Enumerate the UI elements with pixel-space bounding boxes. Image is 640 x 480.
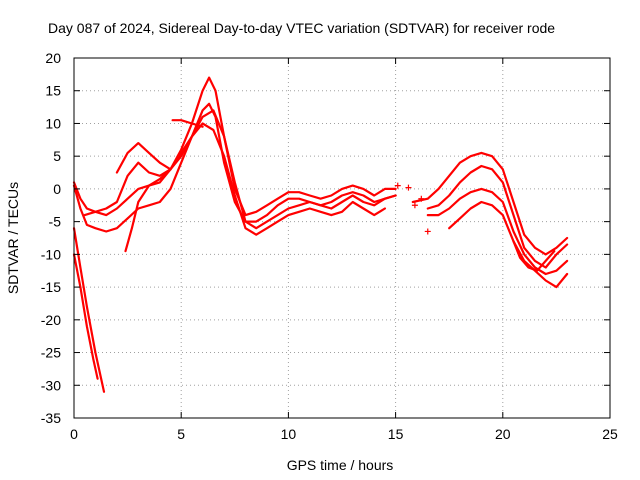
series-track-1 — [72, 227, 106, 393]
y-tick-label: -35 — [41, 410, 61, 426]
y-tick-label: -20 — [41, 312, 61, 328]
y-axis-label: SDTVAR / TECUs — [5, 182, 21, 294]
series-layer — [72, 76, 569, 393]
x-tick-label: 10 — [281, 426, 297, 442]
series-track-10 — [426, 164, 569, 269]
series-track-7 — [115, 142, 172, 174]
axis-ticks — [73, 57, 611, 419]
y-tick-label: -5 — [49, 214, 62, 230]
y-tick-label: 10 — [45, 115, 61, 131]
y-tick-label: 15 — [45, 83, 61, 99]
series-track-9 — [411, 151, 569, 256]
series-track-11 — [426, 187, 569, 276]
y-tick-label: -15 — [41, 279, 61, 295]
series-track-13 — [512, 240, 556, 272]
y-tick-labels: -35 -30 -25 -20 -15 -10 -5 0 5 10 15 20 — [41, 50, 61, 426]
data-point — [394, 182, 401, 189]
chart-title: Day 087 of 2024, Sidereal Day-to-day VTE… — [48, 20, 555, 36]
series-track-8 — [171, 119, 204, 128]
y-tick-label: -30 — [41, 377, 61, 393]
x-tick-label: 20 — [495, 426, 511, 442]
plot-frame — [73, 57, 611, 419]
y-tick-label: 5 — [53, 148, 61, 164]
data-point — [418, 195, 425, 202]
grid — [74, 58, 610, 418]
y-tick-label: 20 — [45, 50, 61, 66]
y-tick-label: -10 — [41, 246, 61, 262]
data-point — [411, 202, 418, 209]
data-point — [405, 184, 412, 191]
y-tick-label: 0 — [53, 181, 61, 197]
points-layer — [394, 182, 431, 235]
data-point — [424, 228, 431, 235]
y-tick-label: -25 — [41, 345, 61, 361]
series-track-2 — [72, 253, 99, 380]
x-tick-label: 25 — [602, 426, 618, 442]
series-track-4 — [72, 102, 397, 233]
series-track-12 — [448, 200, 569, 289]
x-tick-label: 15 — [388, 426, 404, 442]
x-tick-labels: 0 5 10 15 20 25 — [70, 426, 618, 442]
x-axis-label: GPS time / hours — [287, 457, 394, 473]
series-track-5 — [83, 109, 397, 230]
series-track-6 — [124, 122, 386, 253]
x-tick-label: 0 — [70, 426, 78, 442]
x-tick-label: 5 — [177, 426, 185, 442]
